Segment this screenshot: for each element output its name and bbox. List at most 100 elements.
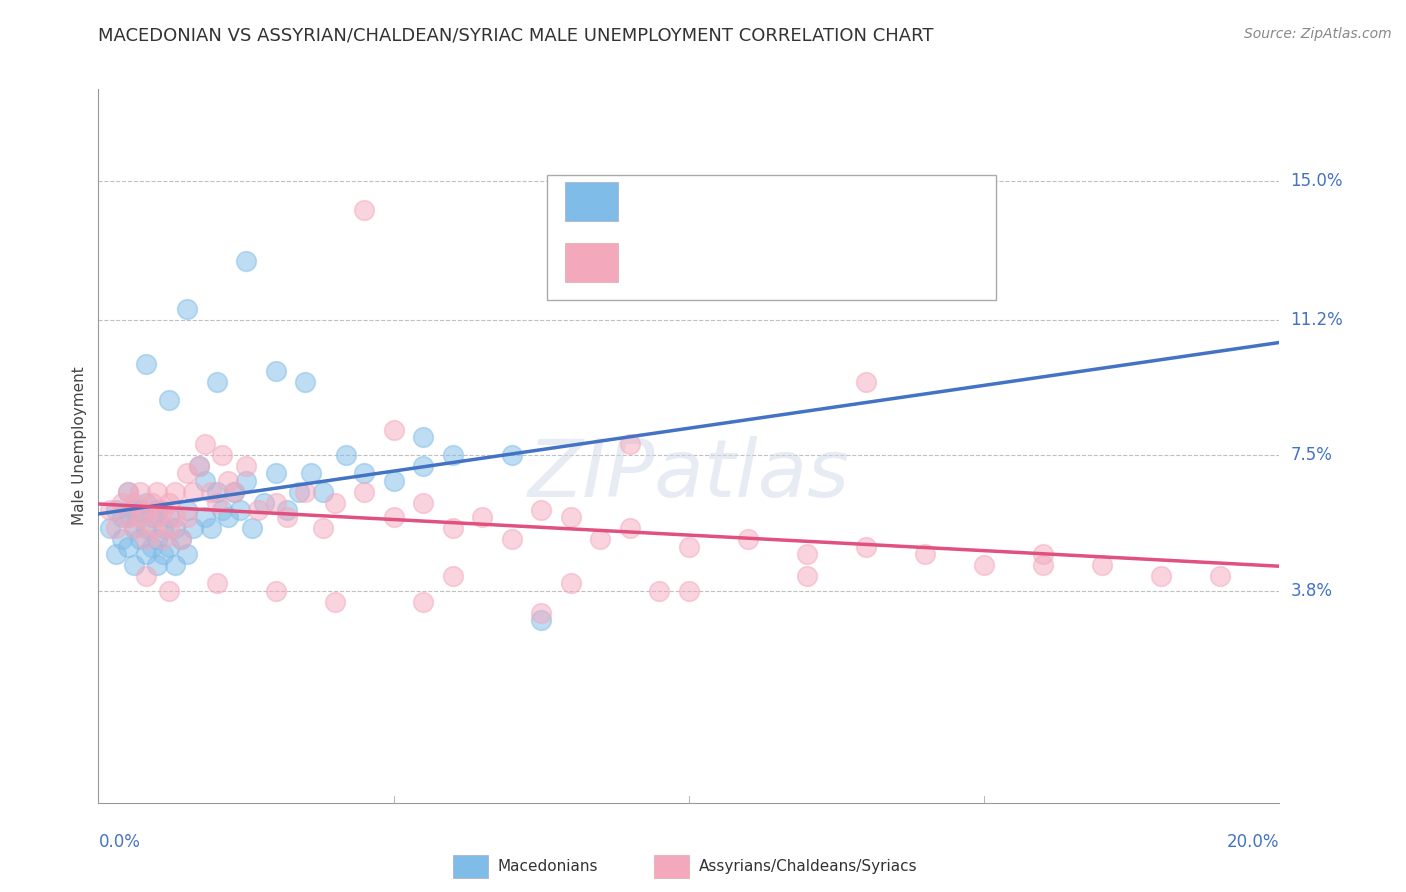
Point <box>855 540 877 554</box>
FancyBboxPatch shape <box>565 182 619 221</box>
Point <box>294 375 316 389</box>
Point <box>141 540 163 554</box>
Point <box>205 375 228 389</box>
Point <box>412 496 434 510</box>
Point <box>135 521 157 535</box>
Point <box>128 533 150 547</box>
Y-axis label: Male Unemployment: Male Unemployment <box>72 367 87 525</box>
Point <box>117 484 139 499</box>
Point <box>205 484 228 499</box>
Point <box>353 202 375 217</box>
Point <box>187 459 209 474</box>
Text: 3.8%: 3.8% <box>1291 582 1333 599</box>
Point <box>194 437 217 451</box>
Point <box>294 484 316 499</box>
Point <box>187 459 209 474</box>
Point <box>323 496 346 510</box>
Text: 11.2%: 11.2% <box>1291 310 1343 329</box>
Point <box>1032 558 1054 572</box>
Text: 0.0%: 0.0% <box>98 833 141 851</box>
Text: 7.5%: 7.5% <box>1291 446 1333 464</box>
Point <box>217 474 239 488</box>
Point <box>678 583 700 598</box>
Point <box>117 540 139 554</box>
Point <box>165 510 187 524</box>
Point <box>235 459 257 474</box>
Point <box>152 547 174 561</box>
Point <box>141 510 163 524</box>
Point <box>152 533 174 547</box>
Point <box>914 547 936 561</box>
Point <box>205 496 228 510</box>
Point <box>194 474 217 488</box>
Point <box>122 521 145 535</box>
Point <box>122 558 145 572</box>
Point <box>796 569 818 583</box>
Text: Source: ZipAtlas.com: Source: ZipAtlas.com <box>1244 27 1392 41</box>
Point <box>441 521 464 535</box>
Point <box>135 357 157 371</box>
Point <box>117 484 139 499</box>
Point <box>146 558 169 572</box>
Point <box>501 533 523 547</box>
Point <box>194 510 217 524</box>
Point <box>211 448 233 462</box>
Point <box>165 558 187 572</box>
Point <box>122 496 145 510</box>
Point <box>105 521 128 535</box>
Point <box>157 510 180 524</box>
Point <box>619 521 641 535</box>
Point <box>146 533 169 547</box>
Point <box>200 484 222 499</box>
Point <box>211 503 233 517</box>
Point <box>619 437 641 451</box>
Point <box>1209 569 1232 583</box>
Point <box>246 503 269 517</box>
Point <box>165 521 187 535</box>
Point <box>111 533 134 547</box>
Point <box>560 510 582 524</box>
Point <box>276 503 298 517</box>
Point <box>264 583 287 598</box>
Point <box>217 510 239 524</box>
Point <box>176 510 198 524</box>
Point <box>229 503 252 517</box>
Text: 15.0%: 15.0% <box>1291 171 1343 190</box>
Point <box>200 521 222 535</box>
Text: R =  0.119   N = 63: R = 0.119 N = 63 <box>633 193 808 211</box>
Point <box>224 484 246 499</box>
Point <box>530 613 553 627</box>
Point <box>122 503 145 517</box>
Point <box>382 423 405 437</box>
Point <box>170 533 193 547</box>
Point <box>235 474 257 488</box>
Point <box>589 533 612 547</box>
Point <box>181 521 204 535</box>
Point <box>111 510 134 524</box>
Point <box>98 521 121 535</box>
Point <box>128 503 150 517</box>
Point <box>501 448 523 462</box>
Point <box>176 503 198 517</box>
Point <box>105 503 128 517</box>
Text: R = -0.078   N = 77: R = -0.078 N = 77 <box>633 253 808 271</box>
Point <box>382 510 405 524</box>
Point <box>412 594 434 608</box>
Point <box>128 510 150 524</box>
Point <box>176 301 198 316</box>
Point <box>441 448 464 462</box>
Point <box>288 484 311 499</box>
Point <box>157 540 180 554</box>
Point <box>1150 569 1173 583</box>
Point <box>560 576 582 591</box>
Point <box>205 576 228 591</box>
Point <box>264 364 287 378</box>
Point <box>382 474 405 488</box>
Point <box>235 254 257 268</box>
Point <box>276 510 298 524</box>
Point <box>157 521 180 535</box>
Point <box>117 510 139 524</box>
Point <box>855 375 877 389</box>
Point <box>353 467 375 481</box>
Point <box>146 503 169 517</box>
